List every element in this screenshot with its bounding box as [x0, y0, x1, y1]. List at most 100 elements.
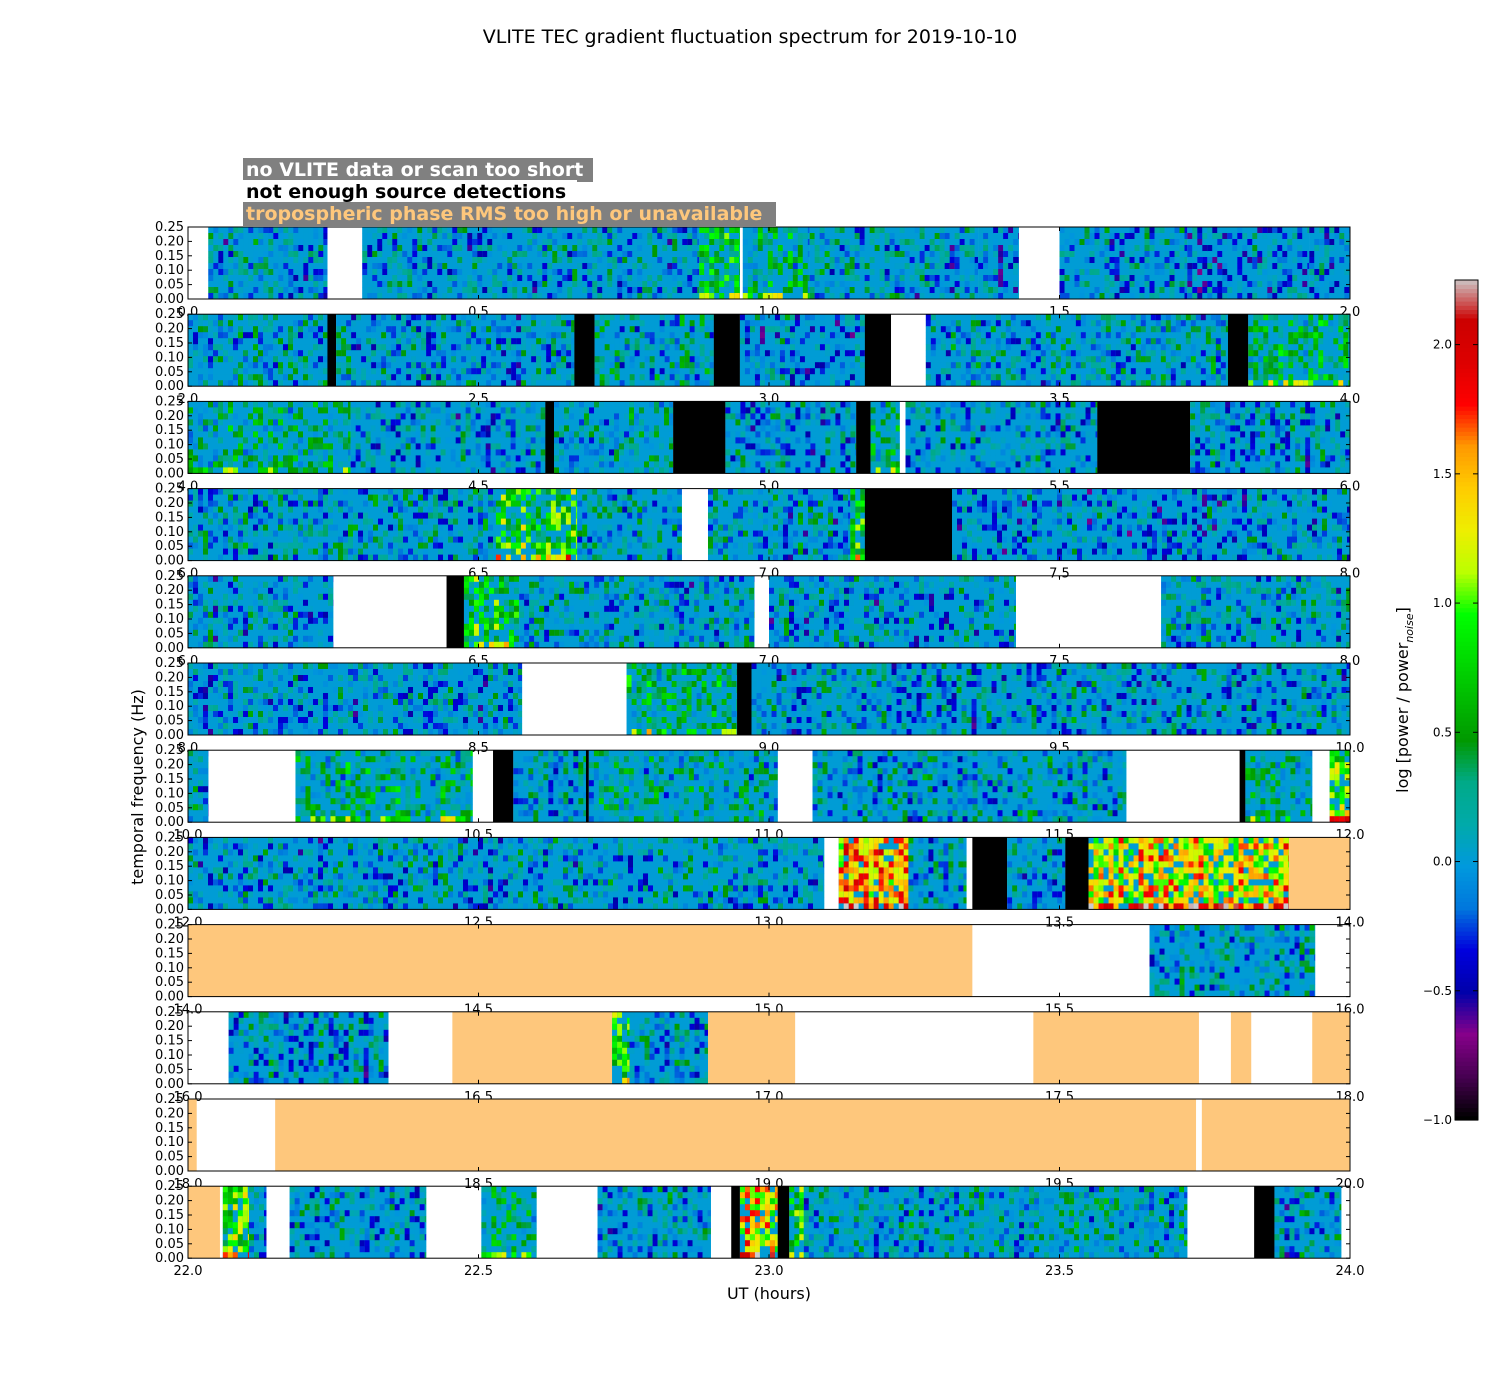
x-tick-label: 8.5	[468, 741, 489, 756]
x-tick-label: 24.0	[1336, 1264, 1365, 1279]
y-tick-label: 0.00	[155, 466, 184, 481]
y-tick-label: 0.20	[155, 322, 184, 337]
y-tick-label: 0.00	[155, 292, 184, 307]
heatmap-panels: 0.000.050.100.150.200.250.0 0.5 1.0 1.5 2.00…	[155, 220, 1364, 1279]
tropo-block	[1201, 1099, 1350, 1171]
y-tick-label: 0.05	[155, 1062, 184, 1077]
tropo-block	[1288, 837, 1350, 910]
y-tick-label: 0.15	[155, 1121, 184, 1136]
y-tick-label: 0.25	[155, 569, 184, 584]
y-tick-label: 0.10	[155, 1222, 184, 1237]
colorbar-frame	[1454, 279, 1479, 1121]
y-tick-label: 0.25	[155, 220, 184, 235]
tropo-block	[275, 1099, 1197, 1171]
y-tick-label: 0.05	[155, 1237, 184, 1252]
y-tick-label: 0.05	[155, 539, 184, 554]
tropo-block	[188, 924, 973, 997]
x-tick-label: 14.0	[174, 1003, 203, 1018]
y-tick-label: 0.05	[155, 975, 184, 990]
tropo-block	[1033, 1011, 1199, 1084]
y-tick-label: 0.20	[155, 234, 184, 249]
x-tick-label: 22.5	[464, 1264, 493, 1279]
legend-box-2	[243, 180, 577, 204]
y-tick-label: 0.10	[155, 699, 184, 714]
tropo-block	[1312, 1011, 1350, 1084]
y-tick-label: 0.10	[155, 961, 184, 976]
y-tick-label: 0.15	[155, 336, 184, 351]
no-detections-block	[327, 314, 337, 387]
y-tick-label: 0.05	[155, 1150, 184, 1165]
no-detections-block	[731, 1186, 740, 1259]
colorbar-tick-label: −0.5	[1423, 984, 1452, 998]
x-tick-label: 23.5	[1045, 1264, 1074, 1279]
y-tick-label: 0.10	[155, 263, 184, 278]
y-tick-label: 0.00	[155, 902, 184, 917]
y-tick-label: 0.00	[155, 815, 184, 830]
panel-4: 0.000.050.100.150.200.256.0 6.5 7.0 7.5 8.0	[155, 482, 1360, 582]
no-detections-block	[713, 314, 740, 387]
y-tick-label: 0.10	[155, 1048, 184, 1063]
no-detections-block	[545, 401, 555, 474]
tropo-block	[452, 1011, 613, 1084]
no-detections-block	[777, 1186, 790, 1259]
y-tick-label: 0.00	[155, 379, 184, 394]
colorbar-label-main: log [power / power	[1393, 642, 1412, 793]
y-tick-label: 0.15	[155, 249, 184, 264]
y-tick-label: 0.25	[155, 918, 184, 933]
y-tick-label: 0.25	[155, 482, 184, 497]
y-tick-label: 0.20	[155, 409, 184, 424]
y-tick-label: 0.00	[155, 1164, 184, 1179]
y-tick-label: 0.10	[155, 874, 184, 889]
panel-1: 0.000.050.100.150.200.250.0 0.5 1.0 1.5 2.0	[155, 220, 1360, 320]
y-tick-label: 0.15	[155, 772, 184, 787]
no-detections-block	[864, 314, 892, 387]
y-tick-label: 0.25	[155, 394, 184, 409]
y-tick-label: 0.20	[155, 1194, 184, 1209]
y-tick-label: 0.10	[155, 438, 184, 453]
chart-title: VLITE TEC gradient fluctuation spectrum …	[483, 26, 1017, 48]
y-tick-label: 0.25	[155, 1179, 184, 1194]
y-tick-label: 0.10	[155, 612, 184, 627]
no-detections-block	[1239, 750, 1246, 823]
y-tick-label: 0.00	[155, 1251, 184, 1266]
y-tick-label: 0.25	[155, 1092, 184, 1107]
y-tick-label: 0.05	[155, 888, 184, 903]
tropo-block	[188, 1186, 220, 1259]
y-tick-label: 0.05	[155, 714, 184, 729]
colorbar-label: log [power / powernoise]	[1393, 607, 1416, 793]
colorbar-tick-label: 1.5	[1433, 467, 1452, 481]
y-tick-label: 0.00	[155, 990, 184, 1005]
legend-tropo-label: tropospheric phase RMS too high or unava…	[246, 203, 762, 225]
y-tick-label: 0.05	[155, 626, 184, 641]
y-tick-label: 0.05	[155, 452, 184, 467]
tropo-block	[707, 1011, 796, 1084]
panel-3: 0.000.050.100.150.200.254.0 4.5 5.0 5.5 6.0	[155, 394, 1360, 494]
y-tick-label: 0.15	[155, 598, 184, 613]
colorbar-label-sub: noise	[1403, 613, 1416, 642]
panel-12: 0.000.050.100.150.200.25 22.0 22.5 23.0 23.5…	[155, 1179, 1364, 1279]
no-detections-block	[864, 488, 953, 561]
y-tick-label: 0.15	[155, 1208, 184, 1223]
colorbar: 2.0 1.5 1.0 0.5 0.0 −0.5 −1.0	[1423, 279, 1479, 1127]
y-tick-label: 0.05	[155, 278, 184, 293]
x-tick-label: 22.0	[174, 1264, 203, 1279]
no-detections-block	[856, 401, 871, 474]
no-detections-block	[1254, 1186, 1275, 1259]
y-tick-label: 0.00	[155, 554, 184, 569]
x-tick-label: 23.0	[755, 1264, 784, 1279]
y-tick-label: 0.20	[155, 932, 184, 947]
y-tick-label: 0.25	[155, 830, 184, 845]
y-tick-label: 0.15	[155, 685, 184, 700]
y-tick-label: 0.20	[155, 758, 184, 773]
colorbar-tick-label: −1.0	[1423, 1113, 1452, 1127]
no-detections-block	[585, 750, 589, 823]
panel-2: 0.000.050.100.150.200.252.0 2.5 3.0 3.5 4.0	[155, 307, 1360, 407]
colorbar-tick-label: 0.5	[1433, 725, 1452, 739]
colorbar-label-end: ]	[1393, 607, 1412, 613]
y-tick-label: 0.20	[155, 1106, 184, 1121]
legend-nodata-label: no VLITE data or scan too short	[246, 159, 583, 181]
no-detections-block	[574, 314, 595, 387]
